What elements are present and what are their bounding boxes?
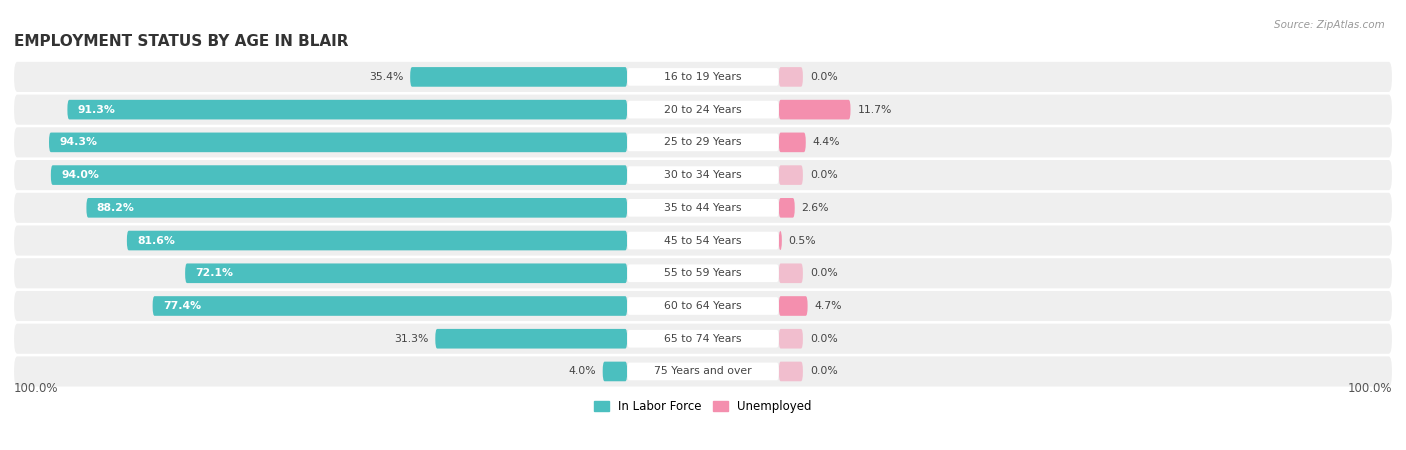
FancyBboxPatch shape [186,263,627,283]
Legend: In Labor Force, Unemployed: In Labor Force, Unemployed [589,395,817,418]
Text: 100.0%: 100.0% [14,382,59,395]
Text: 94.0%: 94.0% [62,170,98,180]
Text: 16 to 19 Years: 16 to 19 Years [664,72,742,82]
Text: 88.2%: 88.2% [97,203,135,213]
FancyBboxPatch shape [14,225,1392,256]
FancyBboxPatch shape [627,68,779,86]
FancyBboxPatch shape [779,263,803,283]
FancyBboxPatch shape [627,363,779,380]
Text: 0.0%: 0.0% [810,170,838,180]
Text: 35 to 44 Years: 35 to 44 Years [664,203,742,213]
FancyBboxPatch shape [779,67,803,87]
Text: EMPLOYMENT STATUS BY AGE IN BLAIR: EMPLOYMENT STATUS BY AGE IN BLAIR [14,34,349,49]
FancyBboxPatch shape [779,296,807,316]
FancyBboxPatch shape [779,165,803,185]
FancyBboxPatch shape [153,296,627,316]
FancyBboxPatch shape [14,291,1392,321]
FancyBboxPatch shape [14,160,1392,190]
Text: 55 to 59 Years: 55 to 59 Years [664,268,742,278]
FancyBboxPatch shape [49,133,627,152]
FancyBboxPatch shape [14,62,1392,92]
FancyBboxPatch shape [14,193,1392,223]
Text: 4.0%: 4.0% [568,366,596,377]
FancyBboxPatch shape [779,231,782,250]
Text: 94.3%: 94.3% [59,137,97,147]
FancyBboxPatch shape [627,199,779,216]
FancyBboxPatch shape [627,330,779,347]
Text: 11.7%: 11.7% [858,105,891,115]
FancyBboxPatch shape [67,100,627,119]
FancyBboxPatch shape [127,231,627,250]
Text: 35.4%: 35.4% [368,72,404,82]
FancyBboxPatch shape [436,329,627,349]
Text: 45 to 54 Years: 45 to 54 Years [664,235,742,246]
Text: 25 to 29 Years: 25 to 29 Years [664,137,742,147]
Text: 75 Years and over: 75 Years and over [654,366,752,377]
FancyBboxPatch shape [627,166,779,184]
FancyBboxPatch shape [779,362,803,381]
FancyBboxPatch shape [86,198,627,218]
FancyBboxPatch shape [14,356,1392,387]
Text: 100.0%: 100.0% [1347,382,1392,395]
Text: 0.0%: 0.0% [810,334,838,344]
FancyBboxPatch shape [627,297,779,315]
Text: 4.4%: 4.4% [813,137,841,147]
FancyBboxPatch shape [779,198,794,218]
FancyBboxPatch shape [779,133,806,152]
Text: 72.1%: 72.1% [195,268,233,278]
Text: 2.6%: 2.6% [801,203,830,213]
Text: 91.3%: 91.3% [77,105,115,115]
FancyBboxPatch shape [14,258,1392,288]
Text: 0.5%: 0.5% [789,235,817,246]
Text: 81.6%: 81.6% [138,235,176,246]
FancyBboxPatch shape [14,94,1392,125]
FancyBboxPatch shape [627,134,779,151]
Text: 20 to 24 Years: 20 to 24 Years [664,105,742,115]
FancyBboxPatch shape [51,165,627,185]
Text: 0.0%: 0.0% [810,366,838,377]
Text: 77.4%: 77.4% [163,301,201,311]
FancyBboxPatch shape [627,232,779,249]
Text: 30 to 34 Years: 30 to 34 Years [664,170,742,180]
FancyBboxPatch shape [779,329,803,349]
FancyBboxPatch shape [627,265,779,282]
Text: 60 to 64 Years: 60 to 64 Years [664,301,742,311]
Text: Source: ZipAtlas.com: Source: ZipAtlas.com [1274,20,1385,30]
Text: 0.0%: 0.0% [810,268,838,278]
Text: 31.3%: 31.3% [394,334,429,344]
Text: 0.0%: 0.0% [810,72,838,82]
Text: 4.7%: 4.7% [814,301,842,311]
FancyBboxPatch shape [411,67,627,87]
FancyBboxPatch shape [779,100,851,119]
FancyBboxPatch shape [627,101,779,118]
FancyBboxPatch shape [14,324,1392,354]
FancyBboxPatch shape [603,362,627,381]
Text: 65 to 74 Years: 65 to 74 Years [664,334,742,344]
FancyBboxPatch shape [14,127,1392,158]
